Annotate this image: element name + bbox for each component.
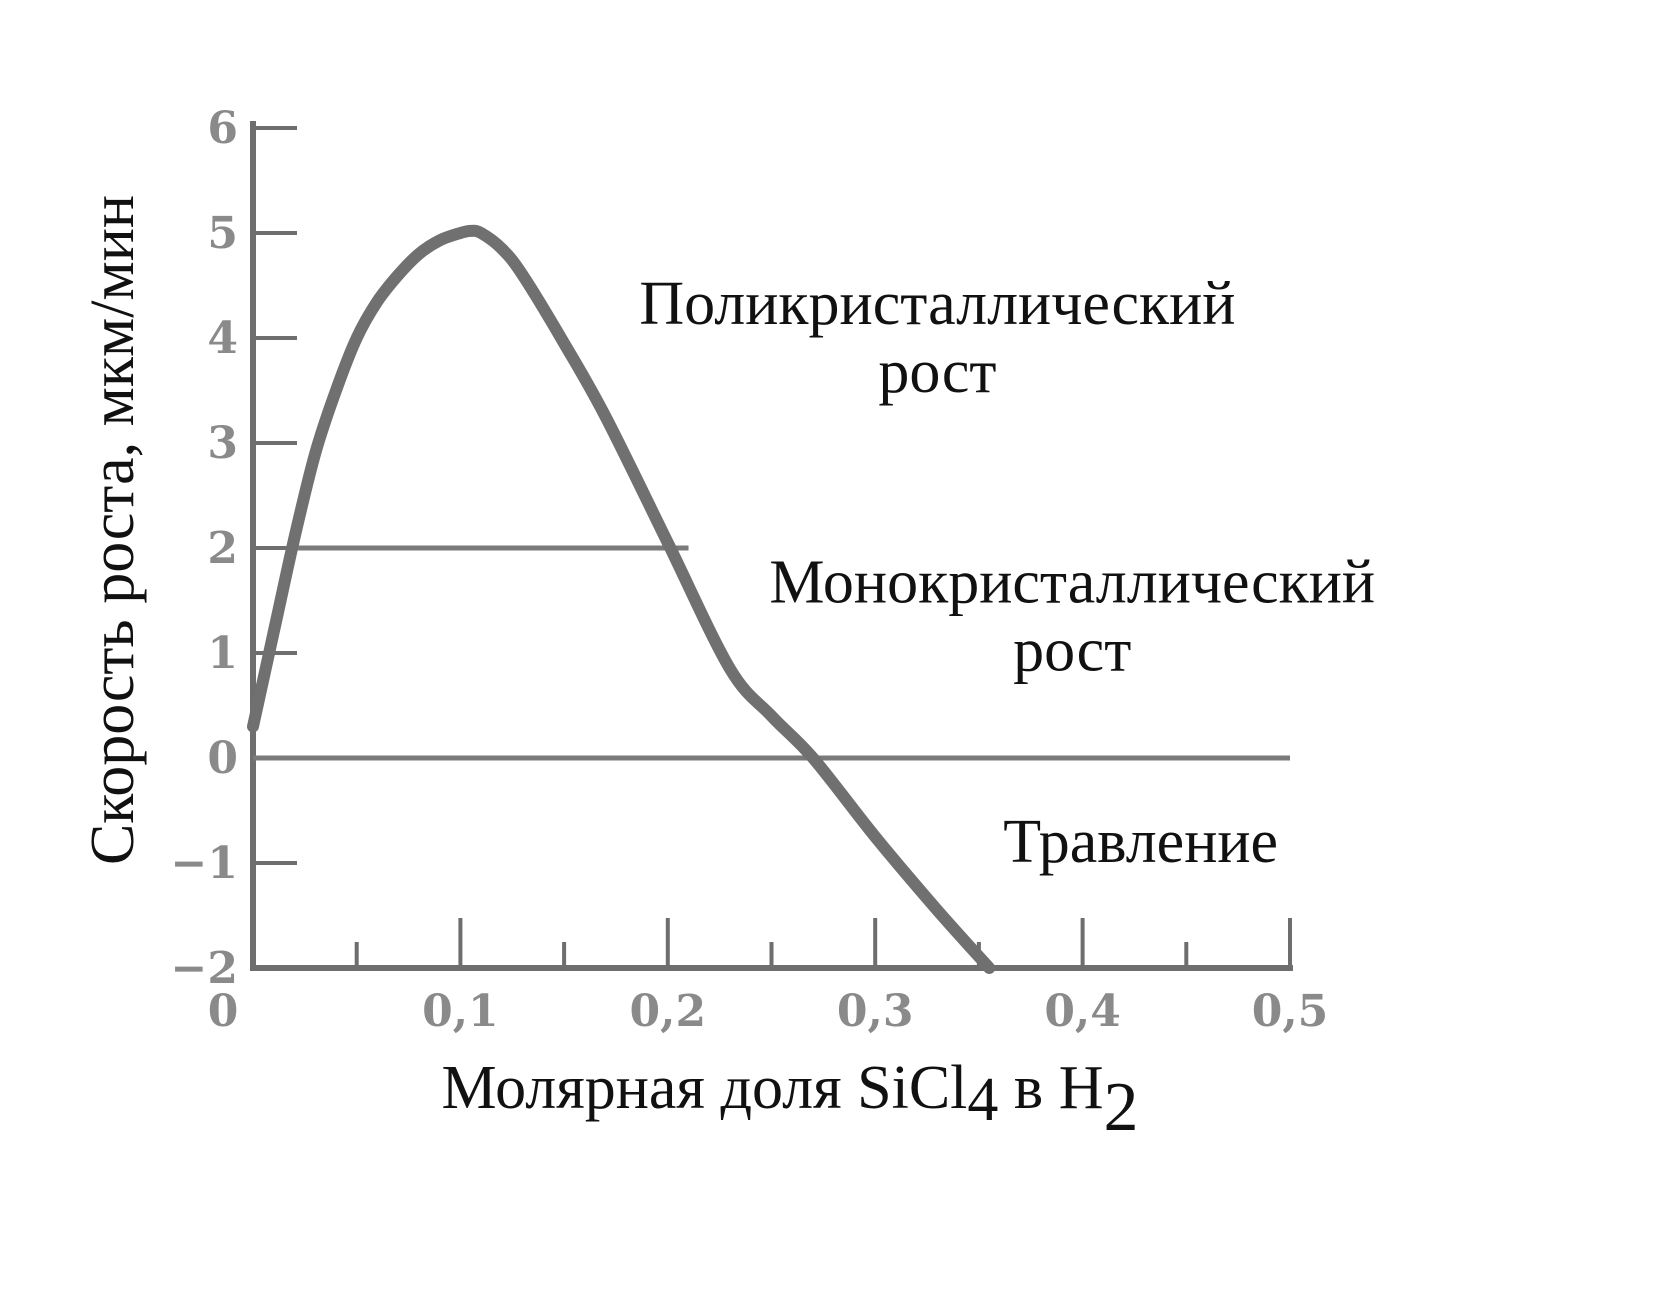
y-axis-label: Скорость роста, мкм/мин	[79, 195, 147, 865]
y-tick-label-6: 0	[207, 733, 238, 784]
x-tick-label-1: 0,1	[422, 986, 499, 1037]
growth-rate-curve	[247, 224, 996, 974]
x-tick-label-4: 0,4	[1044, 986, 1121, 1037]
y-tick-label-4: 2	[207, 523, 238, 574]
ticks	[253, 126, 1292, 970]
x-axis-label-subscript-2: 2	[1103, 1069, 1138, 1146]
region-label-0-line-0: Поликристаллический	[639, 270, 1235, 338]
y-tick-label-5: 1	[207, 628, 238, 679]
y-tick-label-3: 3	[207, 418, 238, 469]
x-axis-label-subscript-1: 4	[967, 1066, 998, 1134]
y-tick-label-7: −1	[171, 838, 238, 889]
x-axis-label-main: Молярная доля SiCl	[442, 1054, 968, 1122]
y-tick-label-2: 4	[207, 313, 238, 364]
reference-lines	[253, 545, 1290, 761]
x-axis-label-middle: в H	[998, 1054, 1103, 1122]
y-tick-label-1: 5	[207, 208, 238, 259]
region-label-2-line-0: Травление	[1003, 808, 1278, 876]
region-label-0-line-1: рост	[878, 338, 996, 406]
x-tick-label-0: 0	[208, 986, 239, 1037]
x-tick-label-5: 0,5	[1252, 986, 1329, 1037]
x-axis-label: Молярная доля SiCl4 в H2	[442, 1054, 1139, 1146]
x-tick-label-3: 0,3	[837, 986, 914, 1037]
y-tick-label-0: 6	[207, 103, 238, 154]
region-label-1-line-0: Монокристаллический	[769, 548, 1375, 616]
region-annotations: ПоликристаллическийростМонокристаллическ…	[639, 270, 1375, 876]
region-label-1-line-1: рост	[1013, 616, 1131, 684]
y-tick-label-8: −2	[171, 943, 238, 994]
x-tick-label-2: 0,2	[630, 986, 707, 1037]
